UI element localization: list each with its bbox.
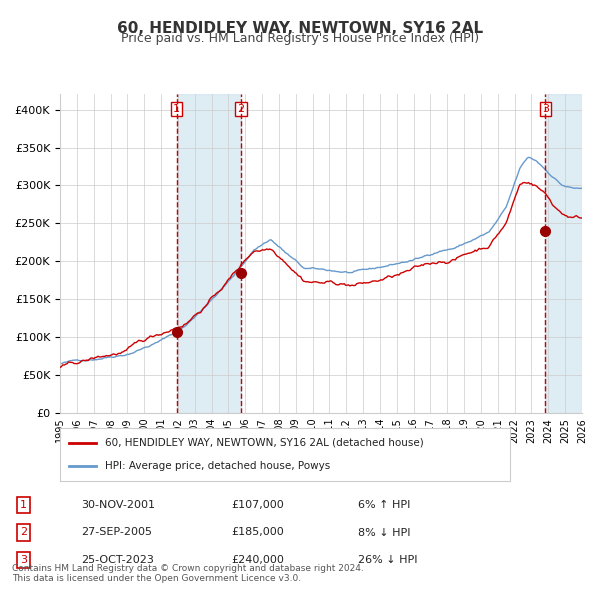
Text: 6% ↑ HPI: 6% ↑ HPI [358,500,410,510]
Text: 60, HENDIDLEY WAY, NEWTOWN, SY16 2AL: 60, HENDIDLEY WAY, NEWTOWN, SY16 2AL [117,21,483,35]
Text: 26% ↓ HPI: 26% ↓ HPI [358,555,417,565]
Text: 8% ↓ HPI: 8% ↓ HPI [358,527,410,537]
Text: 3: 3 [20,555,27,565]
Text: Price paid vs. HM Land Registry's House Price Index (HPI): Price paid vs. HM Land Registry's House … [121,32,479,45]
Text: 30-NOV-2001: 30-NOV-2001 [81,500,155,510]
Bar [545,94,582,413]
Bar [545,94,582,413]
Text: 60, HENDIDLEY WAY, NEWTOWN, SY16 2AL (detached house): 60, HENDIDLEY WAY, NEWTOWN, SY16 2AL (de… [105,438,424,448]
Text: 1: 1 [20,500,27,510]
Text: 1: 1 [173,104,180,114]
Text: Contains HM Land Registry data © Crown copyright and database right 2024.
This d: Contains HM Land Registry data © Crown c… [12,563,364,583]
Text: 27-SEP-2005: 27-SEP-2005 [81,527,152,537]
Text: £185,000: £185,000 [231,527,284,537]
Text: £107,000: £107,000 [231,500,284,510]
Text: 2: 2 [238,104,245,114]
Text: 25-OCT-2023: 25-OCT-2023 [81,555,154,565]
Text: £240,000: £240,000 [231,555,284,565]
Text: 2: 2 [20,527,27,537]
Text: HPI: Average price, detached house, Powys: HPI: Average price, detached house, Powy… [105,461,330,471]
Text: 3: 3 [542,104,549,114]
Bar [176,94,241,413]
